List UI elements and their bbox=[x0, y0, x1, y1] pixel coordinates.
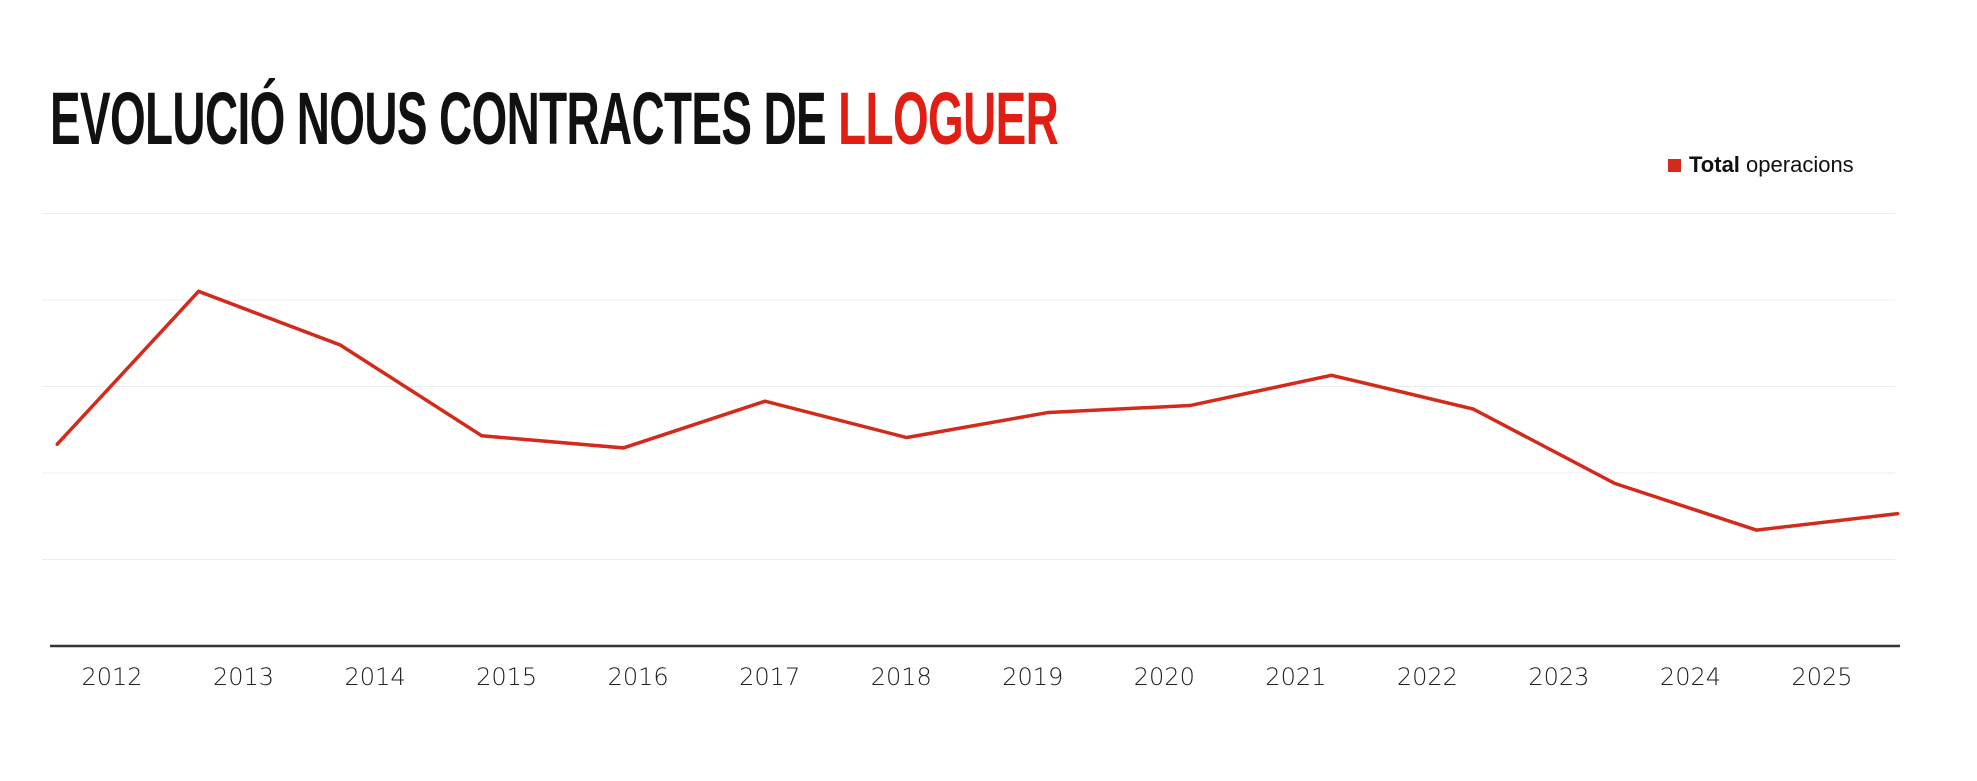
data-point-2016 bbox=[621, 446, 625, 450]
data-point-2022 bbox=[1471, 407, 1475, 411]
data-point-2025 bbox=[1896, 512, 1900, 516]
data-point-2015 bbox=[480, 434, 484, 438]
data-point-2023 bbox=[1613, 481, 1617, 485]
x-tick-label: 2020 bbox=[1134, 663, 1195, 691]
data-point-2012 bbox=[55, 442, 59, 446]
x-tick-label: 2016 bbox=[608, 663, 669, 691]
x-tick-label: 2022 bbox=[1397, 663, 1458, 691]
x-tick-label: 2014 bbox=[345, 663, 406, 691]
x-tick-label: 2015 bbox=[476, 663, 537, 691]
data-point-2020 bbox=[1188, 404, 1192, 408]
title-highlight: LLOGUER bbox=[838, 77, 1059, 160]
x-tick-label: 2018 bbox=[871, 663, 932, 691]
x-tick-label: 2013 bbox=[213, 663, 274, 691]
series-line-total-operacions bbox=[55, 289, 1899, 532]
data-point-2014 bbox=[338, 343, 342, 347]
data-point-2018 bbox=[905, 436, 909, 440]
data-point-2019 bbox=[1046, 410, 1050, 414]
x-tick-label: 2017 bbox=[739, 663, 800, 691]
data-point-2024 bbox=[1754, 528, 1758, 532]
x-tick-label: 2012 bbox=[81, 663, 142, 691]
x-tick-label: 2024 bbox=[1660, 663, 1721, 691]
data-point-2017 bbox=[763, 399, 767, 403]
x-tick-label: 2023 bbox=[1528, 663, 1589, 691]
data-point-2013 bbox=[197, 289, 201, 293]
data-point-2021 bbox=[1330, 373, 1334, 377]
x-tick-label: 2025 bbox=[1791, 663, 1852, 691]
title-main: EVOLUCIÓ NOUS CONTRACTES DE bbox=[50, 77, 827, 160]
legend: Total operacions bbox=[1668, 152, 1854, 178]
legend-swatch bbox=[1668, 158, 1681, 172]
chart-title: EVOLUCIÓ NOUS CONTRACTES DE LLOGUER bbox=[50, 82, 1059, 156]
x-tick-label: 2021 bbox=[1265, 663, 1326, 691]
x-tick-label: 2019 bbox=[1002, 663, 1063, 691]
legend-label: Total operacions bbox=[1689, 152, 1854, 177]
